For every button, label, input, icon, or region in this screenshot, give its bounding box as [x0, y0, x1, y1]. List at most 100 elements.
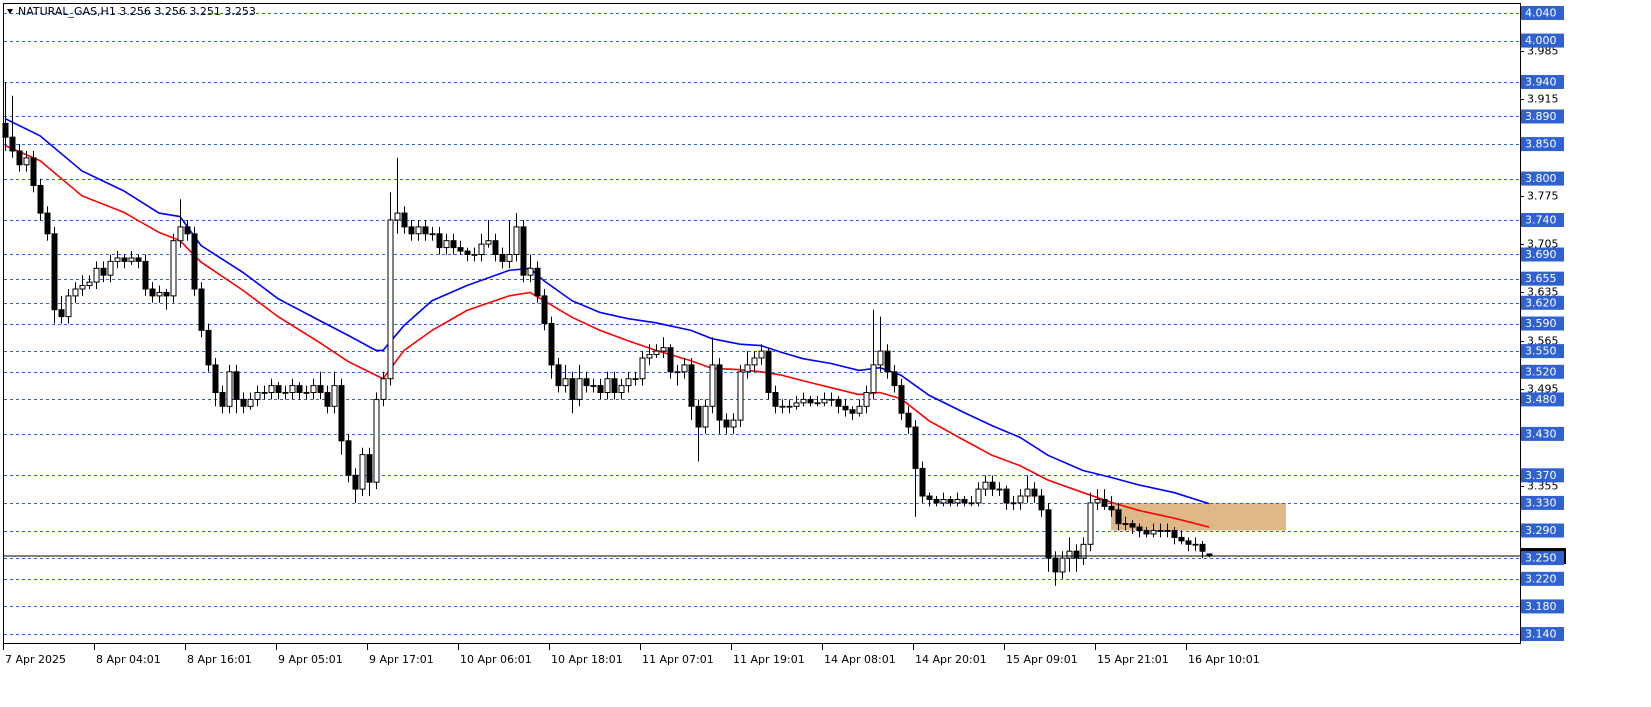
candle-body [919, 467, 926, 497]
candle-body [100, 267, 107, 276]
candle-body [975, 488, 982, 504]
level-label: 3.940 [1525, 75, 1557, 88]
candle-body [240, 398, 247, 407]
x-tick-label: 14 Apr 20:01 [915, 653, 987, 666]
candle-body [345, 440, 352, 476]
candle-body [1122, 523, 1129, 525]
candle-body [863, 392, 870, 407]
candle-body [51, 233, 58, 311]
candle-body [1010, 502, 1017, 505]
level-label-box [1521, 599, 1564, 614]
candle-body [436, 233, 443, 249]
candle-body [450, 240, 457, 249]
level-label: 3.800 [1525, 172, 1557, 185]
candle-body [891, 371, 898, 387]
candle-body [821, 398, 828, 404]
candle-body [1038, 495, 1045, 511]
candle-body [555, 364, 562, 387]
candle-body [807, 398, 814, 404]
candle-body [9, 136, 16, 152]
x-tick-label: 15 Apr 21:01 [1097, 653, 1169, 666]
level-label: 3.850 [1525, 138, 1557, 151]
candle-body [107, 260, 114, 276]
candle-body [324, 392, 331, 407]
level-label: 3.430 [1525, 427, 1557, 440]
candle-body [849, 409, 856, 414]
level-label: 3.590 [1525, 317, 1557, 330]
candle-body [513, 226, 520, 255]
candle-body [366, 454, 373, 483]
y-tick-label: 3.985 [1527, 45, 1559, 58]
candle-body [828, 398, 835, 401]
symbol: NATURAL_GAS,H1 [18, 5, 116, 18]
candle-body [1073, 550, 1080, 559]
symbol-label: NATURAL_GAS,H1 3.256 3.256 3.251 3.253 [18, 5, 256, 18]
candle-body [394, 212, 401, 221]
candle-body [1129, 523, 1136, 528]
level-label: 4.000 [1525, 34, 1557, 47]
candle-body [422, 226, 429, 235]
level-label-box [1521, 468, 1564, 483]
level-label-box [1521, 364, 1564, 379]
candle-body [338, 385, 345, 442]
candle-body [268, 385, 275, 394]
level-label-box [1521, 212, 1564, 227]
candle-body [737, 371, 744, 421]
candle-body [79, 285, 86, 290]
level-label: 3.140 [1525, 628, 1557, 641]
candle-body [198, 288, 205, 331]
candle-body [254, 392, 261, 400]
candle-body [744, 364, 751, 373]
candle-body [128, 257, 135, 262]
y-tick-label: 3.635 [1527, 286, 1559, 299]
candle-body [471, 253, 478, 256]
menu-icon[interactable] [7, 9, 13, 14]
x-tick-label: 9 Apr 17:01 [369, 653, 434, 666]
candle-body [2, 122, 9, 138]
candle-body [576, 378, 583, 400]
candle-body [86, 281, 93, 287]
candle-body [765, 350, 772, 394]
candle-body [373, 398, 380, 483]
candle-body [1017, 495, 1024, 504]
candle-body [282, 392, 289, 394]
level-label: 3.520 [1525, 365, 1557, 378]
level-label-box [1521, 571, 1564, 586]
candle-body [72, 288, 79, 297]
candle-body [583, 378, 590, 387]
candle-body [478, 243, 485, 255]
level-label: 4.040 [1525, 6, 1557, 19]
candle-body [1031, 488, 1038, 497]
candle-body [359, 454, 366, 490]
level-label: 3.890 [1525, 110, 1557, 123]
level-label: 3.620 [1525, 296, 1557, 309]
level-label: 3.180 [1525, 600, 1557, 613]
close-price: 3.253 [224, 5, 256, 18]
candle-body [1003, 488, 1010, 504]
x-tick-label: 10 Apr 06:01 [460, 653, 532, 666]
open-price: 3.256 [119, 5, 151, 18]
candle-body [1171, 530, 1178, 538]
candle-body [681, 364, 688, 373]
level-label: 3.690 [1525, 248, 1557, 261]
candle-body [177, 226, 184, 242]
candle-body [1115, 509, 1122, 525]
candle-body [205, 329, 212, 366]
candle-body [380, 378, 387, 400]
level-label-box [1521, 109, 1564, 124]
level-label: 3.740 [1525, 213, 1557, 226]
candle-body [590, 385, 597, 387]
candle-body [163, 291, 170, 297]
candle-body [716, 364, 723, 421]
candle-body [247, 398, 254, 407]
candle-body [667, 347, 674, 373]
candle-body [856, 405, 863, 414]
candle-body [492, 240, 499, 255]
moving-average-line [4, 117, 1210, 505]
candle-body [646, 354, 653, 359]
candle-body [786, 405, 793, 408]
candle-body [996, 488, 1003, 491]
candle-body [1066, 550, 1073, 559]
candle-body [1024, 488, 1031, 497]
candle-body [800, 398, 807, 404]
